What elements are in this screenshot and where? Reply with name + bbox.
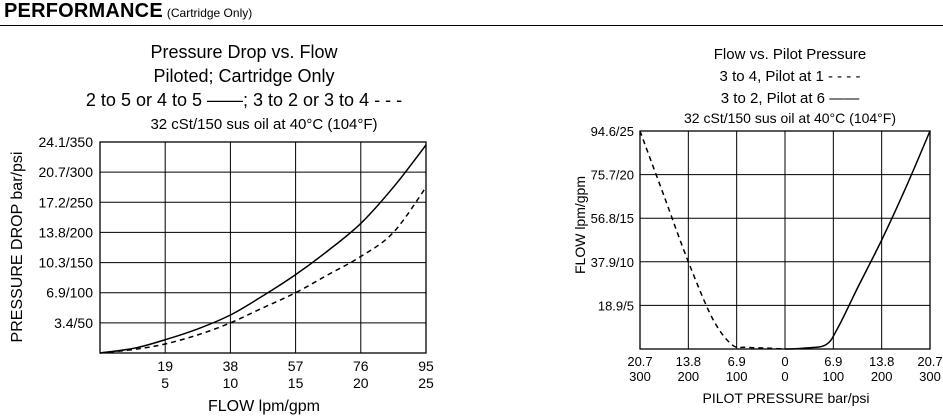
header: PERFORMANCE (Cartridge Only) — [4, 0, 252, 23]
chart2-title-line3: 3 to 2, Pilot at 6 —— — [720, 90, 860, 107]
chart2-x-tick-label: 0 — [781, 354, 788, 369]
chart1-x-tick-label-secondary: 15 — [288, 375, 304, 391]
chart2-y-tick-label: 18.9/5 — [598, 298, 634, 313]
chart1-y-tick-label: 13.8/200 — [39, 224, 94, 240]
chart2-x-tick-label-secondary: 300 — [629, 369, 651, 384]
chart2-x-tick-label-secondary: 0 — [781, 369, 788, 384]
chart1-x-tick-label: 19 — [157, 358, 173, 374]
chart1-y-tick-label: 10.3/150 — [39, 255, 94, 271]
chart1-frame — [99, 141, 427, 354]
chart2-series-solid-line — [784, 130, 931, 350]
chart1-x-tick-label-secondary: 5 — [161, 375, 169, 391]
chart2-x-tick-label-secondary: 300 — [919, 369, 941, 384]
chart1-x-tick-label: 38 — [223, 358, 239, 374]
chart1-x-tick-label: 57 — [288, 358, 304, 374]
chart2-x-tick-label-secondary: 200 — [677, 369, 699, 384]
chart1-y-tick-label: 3.4/50 — [54, 315, 93, 331]
chart1-title-line3: 2 to 5 or 4 to 5 ——; 3 to 2 or 3 to 4 - … — [85, 90, 403, 110]
page-title: PERFORMANCE — [4, 0, 163, 22]
chart2-x-tick-label: 20.7 — [627, 354, 652, 369]
chart1-x-tick-label: 76 — [353, 358, 369, 374]
chart1-subtitle: 32 cSt/150 sus oil at 40°C (104°F) — [150, 116, 378, 133]
chart2-x-tick-label: 20.7 — [917, 354, 942, 369]
chart2-y-tick-label: 75.7/20 — [591, 168, 634, 183]
chart2-title-line1: Flow vs. Pilot Pressure — [713, 46, 867, 63]
chart2-y-tick-label: 37.9/10 — [591, 255, 634, 270]
chart2-title-line2: 3 to 4, Pilot at 1 - - - - — [719, 68, 861, 85]
chart1-x-tick-label: 95 — [418, 358, 434, 374]
chart2-x-tick-label: 13.8 — [676, 354, 701, 369]
chart1-y-tick-label: 20.7/300 — [39, 164, 94, 180]
chart2-y-tick-label: 94.6/25 — [591, 124, 634, 139]
chart2-series-dashed-line — [639, 130, 786, 350]
chart1-title-line1: Pressure Drop vs. Flow — [150, 42, 338, 62]
chart2-x-tick-label: 6.9 — [728, 354, 746, 369]
chart1-x-tick-label-secondary: 25 — [418, 375, 434, 391]
chart2-y-axis-label: FLOW lpm/gpm — [572, 176, 588, 274]
chart2-x-tick-label-secondary: 100 — [822, 369, 844, 384]
chart2-x-tick-label-secondary: 100 — [726, 369, 748, 384]
chart2-x-tick-label: 6.9 — [824, 354, 842, 369]
chart1-y-axis-label: PRESSURE DROP bar/psi — [9, 152, 26, 343]
chart1-x-tick-label-secondary: 20 — [353, 375, 369, 391]
chart1-x-axis-label: FLOW lpm/gpm — [208, 398, 320, 415]
chart2-x-axis-label: PILOT PRESSURE bar/psi — [702, 390, 869, 406]
chart2-y-tick-label: 56.8/15 — [591, 211, 634, 226]
chart1-series-solid-line — [99, 144, 427, 354]
chart1-y-tick-label: 6.9/100 — [46, 285, 93, 301]
header-rule — [0, 25, 943, 26]
page-subtitle: (Cartridge Only) — [166, 6, 253, 20]
chart2-subtitle: 32 cSt/150 sus oil at 40°C (104°F) — [684, 110, 896, 126]
chart2-x-tick-label-secondary: 200 — [871, 369, 893, 384]
chart1-y-tick-label: 17.2/250 — [39, 194, 94, 210]
chart1-title-line2: Piloted; Cartridge Only — [153, 66, 335, 86]
chart1-x-tick-label-secondary: 10 — [223, 375, 239, 391]
chart1-y-tick-label: 24.1/350 — [39, 134, 94, 150]
chart1-series-dashed-line — [99, 186, 427, 354]
chart2-x-tick-label: 13.8 — [869, 354, 894, 369]
